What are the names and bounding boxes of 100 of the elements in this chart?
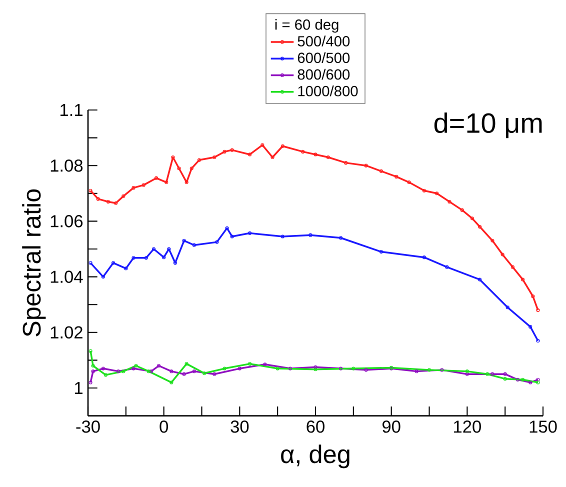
point [486, 372, 490, 376]
point [503, 372, 507, 376]
point [503, 377, 507, 381]
point [422, 188, 426, 192]
point [414, 370, 418, 374]
point [230, 234, 234, 238]
point [422, 256, 426, 260]
point [225, 226, 229, 230]
x-tick-label: 60 [306, 420, 324, 433]
point [270, 155, 274, 160]
y-tick-label: 1.04 [50, 270, 83, 283]
point [465, 370, 469, 374]
y-tick-label: 1 [74, 382, 82, 394]
point [215, 240, 219, 244]
point [280, 144, 284, 148]
y-tick-label: 1.02 [50, 326, 82, 339]
x-tick-label: 0 [160, 420, 168, 433]
point [156, 364, 161, 368]
legend-title: i = 60 deg [275, 19, 338, 33]
point [167, 247, 171, 251]
point [460, 208, 464, 212]
point [338, 236, 343, 240]
point [144, 256, 148, 260]
point [132, 256, 136, 260]
point [197, 158, 202, 162]
point [314, 365, 318, 369]
point [536, 380, 540, 384]
legend-label: 500/400 [298, 36, 350, 46]
point [91, 370, 95, 374]
point [88, 261, 92, 265]
x-tick-label: -30 [76, 420, 100, 433]
point [520, 378, 525, 382]
point [170, 370, 174, 374]
point [490, 238, 494, 242]
point [111, 261, 116, 265]
point [510, 265, 514, 269]
point [445, 265, 449, 269]
point [134, 364, 138, 368]
point [114, 201, 118, 205]
point [248, 152, 252, 156]
point [326, 155, 330, 160]
point [104, 373, 108, 377]
point [478, 278, 482, 282]
point [88, 349, 92, 353]
point [288, 366, 292, 370]
point [116, 370, 120, 374]
x-axis-title: α, deg [281, 444, 350, 468]
point [263, 362, 267, 366]
point [500, 252, 504, 256]
x-tick-label: 120 [454, 420, 481, 433]
point [276, 366, 280, 370]
point [427, 368, 432, 372]
point [202, 371, 206, 376]
y-axis-title: Spectral ratio [22, 189, 46, 336]
point [435, 192, 439, 196]
point [88, 380, 92, 384]
point [238, 366, 242, 370]
x-tick-label: 30 [230, 420, 249, 433]
point [106, 200, 110, 204]
legend-label: 1000/800 [298, 86, 358, 96]
point [248, 362, 252, 366]
x-tick-label: 90 [382, 420, 400, 433]
point [344, 161, 348, 165]
point [212, 372, 216, 376]
point [222, 150, 226, 154]
point [490, 372, 494, 376]
point [364, 368, 368, 372]
point [301, 150, 305, 154]
y-tick-label: 1.1 [60, 104, 82, 116]
point [516, 378, 520, 382]
point [184, 362, 188, 366]
point [132, 366, 136, 370]
point [164, 180, 168, 184]
point [531, 294, 535, 298]
point [91, 364, 95, 368]
point [182, 372, 186, 376]
point [101, 366, 105, 370]
point [280, 234, 284, 238]
point [171, 155, 175, 160]
point [465, 372, 469, 376]
point [230, 148, 234, 152]
point [124, 266, 128, 270]
point [520, 278, 525, 282]
point [177, 166, 181, 170]
point [248, 231, 252, 235]
legend-label: 600/500 [298, 52, 350, 64]
y-tick-label: 1.08 [50, 159, 83, 172]
point [170, 380, 174, 384]
point [190, 166, 194, 170]
point [212, 155, 216, 160]
point [192, 370, 196, 374]
point [470, 216, 474, 220]
point [142, 183, 146, 187]
point [162, 256, 166, 260]
point [308, 233, 312, 237]
point [182, 238, 186, 242]
point [338, 366, 343, 370]
point [88, 188, 92, 192]
point [352, 366, 356, 370]
point [154, 176, 158, 180]
